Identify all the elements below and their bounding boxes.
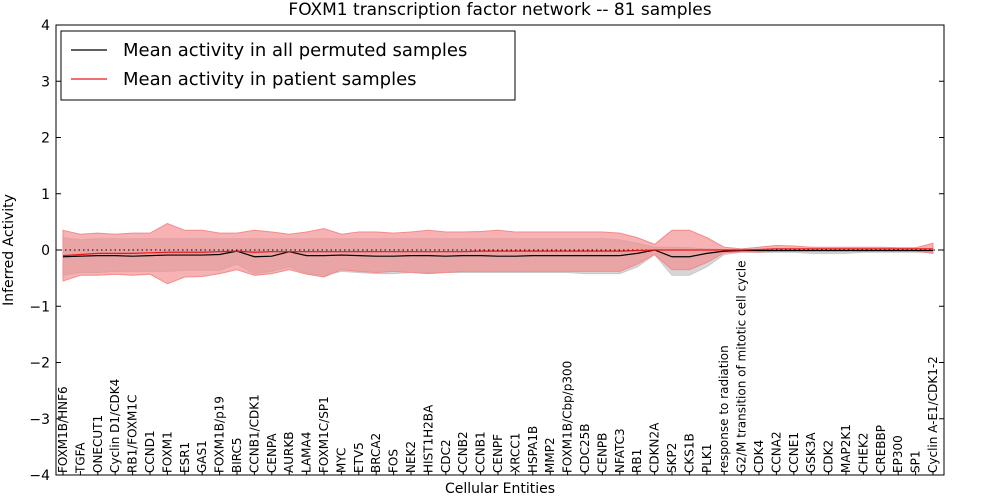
category-label-ccnb1-cdk1: CCNB1/CDK1	[247, 394, 261, 473]
category-label-cdc2: CDC2	[439, 439, 453, 473]
category-label-fos: FOS	[387, 449, 401, 473]
category-label-cdc25b: CDC25B	[578, 424, 592, 474]
category-label-nek2: NEK2	[404, 441, 418, 473]
category-label-cdk2: CDK2	[822, 440, 836, 473]
line-permuted-mean	[62, 249, 933, 258]
y-tick-label: 2	[41, 131, 50, 147]
category-label-foxm1b-p19: FOXM1B/p19	[213, 396, 227, 473]
category-label-ccnb2: CCNB2	[456, 431, 470, 473]
category-label-hspa1b: HSPA1B	[526, 426, 540, 473]
y-tick-label: −2	[29, 356, 50, 372]
category-label-cyclin-a-e1-cdk1-2: Cyclin A-E1/CDK1-2	[926, 356, 940, 473]
category-label-hist1h2ba: HIST1H2BA	[421, 404, 435, 473]
category-label-cdkn2a: CDKN2A	[648, 422, 662, 473]
band-patient	[62, 223, 934, 285]
category-label-sp1: SP1	[909, 451, 923, 474]
category-label-map2k1: MAP2K1	[839, 424, 853, 473]
line-patient-mean	[62, 248, 933, 257]
x-axis-categories: FOXM1B/HNF6 TGFA ONECUT1 Cyclin D1/CDK4 RB1/…	[56, 260, 940, 475]
category-label-cenpb: CENPB	[595, 433, 609, 473]
y-tick-label: 3	[41, 74, 50, 90]
plot-area	[56, 223, 944, 285]
category-label-plk1: PLK1	[700, 444, 714, 473]
category-label-ccna2: CCNA2	[769, 431, 783, 473]
category-label-foxm1: FOXM1	[160, 431, 174, 473]
category-label-lama4: LAMA4	[300, 432, 314, 473]
category-label-etv5: ETV5	[352, 442, 366, 473]
y-tick-label: 4	[41, 18, 50, 34]
category-label-cdk4: CDK4	[752, 440, 766, 473]
legend: Mean activity in all permuted samples Me…	[60, 30, 516, 101]
category-label-foxm1c-sp1: FOXM1C/SP1	[317, 396, 331, 473]
category-label-gas1: GAS1	[195, 440, 209, 473]
category-label-cenpa: CENPA	[265, 433, 279, 473]
category-label-gsk3a: GSK3A	[804, 432, 818, 473]
category-label-cks1b: CKS1B	[682, 433, 696, 473]
category-label-ccnd1: CCND1	[143, 430, 157, 473]
category-label-crebbp: CREBBP	[874, 425, 888, 473]
y-tick-label: −4	[29, 468, 50, 484]
category-label-esr1: ESR1	[178, 442, 192, 473]
legend-label-patient: Mean activity in patient samples	[123, 69, 417, 90]
category-label-tgfa: TGFA	[73, 442, 87, 474]
category-label-foxm1b-cbp-p300: FOXM1B/Cbp/p300	[561, 361, 575, 473]
x-axis-label: Cellular Entities	[445, 481, 555, 497]
category-label-chek2: CHEK2	[856, 433, 870, 474]
category-label-birc5: BIRC5	[230, 437, 244, 473]
category-label-skp2: SKP2	[665, 443, 679, 473]
y-axis: −4 −3 −2 −1 0 1 2 3 4	[29, 18, 944, 484]
category-label-onecut1: ONECUT1	[91, 415, 105, 473]
category-label-cyclin-d1-cdk4: Cyclin D1/CDK4	[108, 379, 122, 473]
category-label-g2-m-transition-of-mitotic-cell-cycle: G2/M transition of mitotic cell cycle	[735, 260, 749, 473]
chart-title: FOXM1 transcription factor network -- 81…	[288, 0, 711, 20]
category-label-brca2: BRCA2	[369, 433, 383, 473]
y-axis-label: Inferred Activity	[1, 194, 17, 306]
y-tick-label: 0	[41, 243, 50, 259]
category-label-foxm1b-hnf6: FOXM1B/HNF6	[56, 386, 70, 473]
category-label-ccnb1: CCNB1	[474, 431, 488, 473]
category-label-xrcc1: XRCC1	[508, 433, 522, 473]
category-label-response-to-radiation: response to radiation	[717, 345, 731, 473]
category-label-rb1-foxm1c: RB1/FOXM1C	[126, 395, 140, 473]
category-label-ep300: EP300	[891, 435, 905, 473]
category-label-mmp2: MMP2	[543, 437, 557, 473]
y-tick-label: −1	[29, 299, 50, 315]
category-label-ccne1: CCNE1	[787, 432, 801, 473]
y-tick-label: −3	[29, 412, 50, 428]
category-label-myc: MYC	[334, 448, 348, 473]
y-tick-label: 1	[41, 187, 50, 203]
legend-box	[60, 30, 516, 101]
category-label-rb1: RB1	[630, 449, 644, 473]
category-label-cenpf: CENPF	[491, 434, 505, 473]
category-label-aurkb: AURKB	[282, 432, 296, 473]
category-label-nfatc3: NFATC3	[613, 428, 627, 473]
legend-label-permuted: Mean activity in all permuted samples	[123, 40, 467, 61]
